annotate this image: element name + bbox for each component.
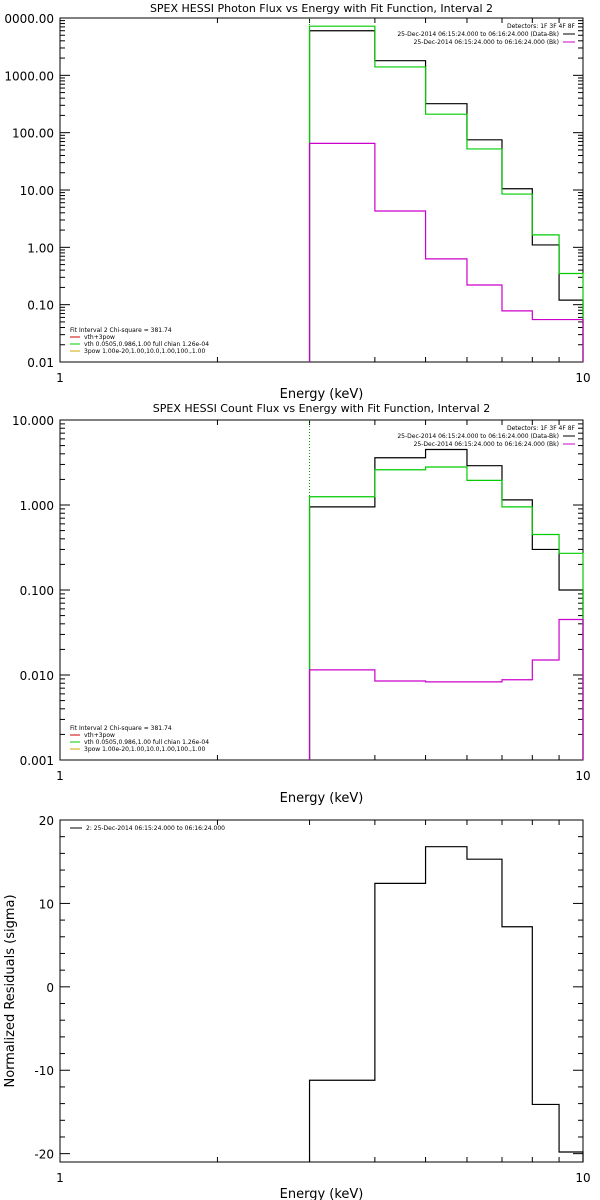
series-0-steps: [308, 448, 584, 760]
x-tick-label: 10: [575, 1171, 590, 1185]
y-tick-label: 10.00: [20, 184, 54, 198]
plot-frame: [59, 419, 584, 761]
y-tick-label: 0.10: [27, 299, 54, 313]
series-0-steps: [308, 846, 584, 1162]
chart-title: SPEX HESSI Photon Flux vs Energy with Fi…: [150, 2, 493, 15]
series-2-steps: [308, 618, 584, 760]
fit-legend-header: Fit Interval 2 Chi-square = 381.74: [70, 327, 172, 334]
x-axis-label: Energy (keV): [280, 1187, 364, 1200]
y-tick-label: -20: [34, 1148, 54, 1162]
y-tick-label: 0.100: [20, 584, 54, 598]
x-tick-label: 10: [575, 769, 590, 783]
fit-legend-entry: vth+3pow: [84, 732, 115, 739]
fit-legend-header: Fit Interval 2 Chi-square = 381.74: [70, 725, 172, 732]
series-1-steps: [308, 25, 584, 362]
x-axis-label: Energy (keV): [280, 791, 364, 806]
x-tick-label: 1: [56, 371, 64, 385]
legend-entry: 25-Dec-2014 06:15:24.000 to 06:16:24.000…: [397, 433, 559, 440]
legend-entry: 25-Dec-2014 06:15:24.000 to 06:16:24.000…: [397, 31, 559, 38]
y-tick-label: 0: [46, 981, 54, 995]
detectors-note: Detectors: 1F 3F 4F 8F: [507, 425, 576, 432]
y-tick-label: -10: [34, 1064, 54, 1078]
series-0-steps: [308, 30, 584, 362]
count-flux-panel: 1 10 0.001 0.010 0.100 1.000 10.000 SPEX HESSI …: [12, 402, 591, 806]
fit-legend-entry: vth 0.0505,0.986,1.00 full chian 1.26e-0…: [84, 341, 209, 348]
fit-legend-entry: vth+3pow: [84, 334, 115, 341]
y-tick-label: 0.01: [27, 356, 54, 370]
y-tick-label: 100.00: [12, 127, 54, 141]
y-tick-label: 0000.00: [4, 12, 54, 26]
fit-legend-entry: 3pow 1.00e-20,1.00,10.0,1.00,100.,1.00: [84, 348, 205, 355]
y-tick-label: 1000.00: [4, 69, 54, 83]
detectors-note: Detectors: 1F 3F 4F 8F: [507, 23, 576, 30]
y-tick-label: 0.001: [20, 754, 54, 768]
fit-legend-entry: vth 0.0505,0.986,1.00 full chian 1.26e-0…: [84, 739, 209, 746]
residuals-panel: 1 10 -20 -10 0 10 20 Energy (keV) Normalized Res…: [3, 814, 591, 1200]
y-tick-label: 1.000: [20, 499, 54, 513]
legend-entry: 25-Dec-2014 06:15:24.000 to 06:16:24.000…: [414, 39, 559, 46]
legend-entry: 25-Dec-2014 06:15:24.000 to 06:16:24.000…: [414, 441, 559, 448]
photon-flux-panel: 1 10 0.01 0.10 1.00 10.00 100.00 1000.00 0000.00…: [4, 2, 590, 402]
series-1-steps: [308, 466, 584, 760]
x-tick-label: 1: [56, 769, 64, 783]
plot-frame: [59, 819, 584, 1163]
y-tick-label: 10: [39, 897, 54, 911]
y-tick-label: 0.010: [20, 669, 54, 683]
chart-title: SPEX HESSI Count Flux vs Energy with Fit…: [153, 402, 490, 415]
x-tick-label: 1: [56, 1171, 64, 1185]
y-tick-label: 10.000: [12, 414, 54, 428]
x-tick-label: 10: [575, 371, 590, 385]
y-tick-label: 20: [39, 814, 54, 828]
legend-entry: 2: 25-Dec-2014 06:15:24.000 to 06:16:24.…: [86, 825, 225, 832]
series-2-steps: [308, 142, 584, 362]
y-axis-label: Normalized Residuals (sigma): [3, 894, 18, 1087]
y-tick-label: 1.00: [27, 241, 54, 255]
fit-legend-entry: 3pow 1.00e-20,1.00,10.0,1.00,100.,1.00: [84, 746, 205, 753]
x-axis-label: Energy (keV): [280, 387, 364, 402]
